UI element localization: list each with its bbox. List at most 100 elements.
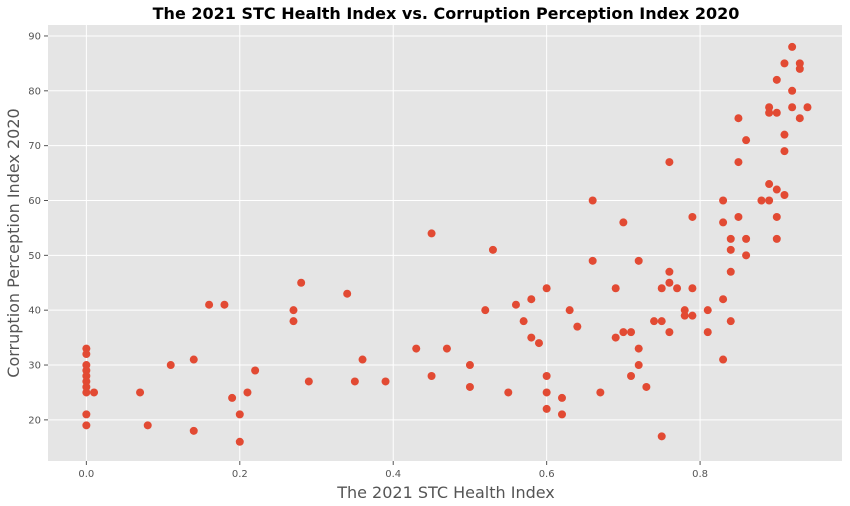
scatter-point [642,382,651,391]
scatter-point [765,180,774,189]
scatter-point [82,382,91,391]
scatter-point [82,388,91,397]
scatter-point [442,344,451,353]
scatter-point [511,300,520,309]
scatter-point [795,59,804,68]
scatter-point [734,158,743,167]
y-tick-label: 50 [28,251,41,262]
scatter-point [772,185,781,194]
scatter-point [795,114,804,123]
scatter-point [665,267,674,276]
scatter-point [719,295,728,304]
scatter-point [726,234,735,243]
scatter-point [557,393,566,402]
scatter-point [412,344,421,353]
scatter-point [304,377,313,386]
scatter-point [795,64,804,73]
scatter-point [557,410,566,419]
scatter-point [542,388,551,397]
scatter-point [166,361,175,370]
y-tick-label: 30 [28,361,41,372]
scatter-point [82,410,91,419]
tick-labels: 0.0 0.2 0.4 0.6 0.8 20 30 40 50 60 70 80 90 [28,31,708,480]
scatter-point [673,284,682,293]
scatter-point [289,317,298,326]
scatter-point [627,328,636,337]
scatter-point [627,371,636,380]
scatter-point [542,404,551,413]
scatter-point [82,421,91,430]
scatter-point [504,388,513,397]
y-tick-label: 70 [28,141,41,152]
scatter-point [82,366,91,375]
scatter-point [427,371,436,380]
x-axis-label: The 2021 STC Health Index [336,483,555,502]
scatter-point [619,328,628,337]
scatter-point [611,333,620,342]
scatter-point [527,333,536,342]
scatter-point [788,42,797,51]
x-tick-label: 0.4 [385,469,401,480]
scatter-point [588,196,597,205]
scatter-point [82,377,91,386]
scatter-point [235,410,244,419]
scatter-point [220,300,229,309]
scatter-point [588,256,597,265]
scatter-point [534,339,543,348]
scatter-point [765,196,774,205]
scatter-point [343,289,352,298]
scatter-point [688,311,697,320]
scatter-point [726,317,735,326]
scatter-point [780,147,789,156]
scatter-point [719,218,728,227]
scatter-point [742,136,751,145]
plot-area [48,25,842,461]
scatter-point [542,371,551,380]
scatter-point [82,361,91,370]
y-axis-label: Corruption Perception Index 2020 [4,108,23,377]
y-tick-label: 40 [28,306,41,317]
scatter-point [657,284,666,293]
scatter-point [665,328,674,337]
scatter-point [542,284,551,293]
scatter-point [82,344,91,353]
scatter-point [519,317,528,326]
scatter-point [719,196,728,205]
scatter-point [189,426,198,435]
scatter-point [726,245,735,254]
scatter-point [381,377,390,386]
scatter-point [719,355,728,364]
x-tick-label: 0.0 [78,469,94,480]
scatter-point [465,382,474,391]
scatter-point [527,295,536,304]
scatter-point [703,328,712,337]
scatter-point [634,361,643,370]
scatter-point [665,158,674,167]
scatter-point [688,284,697,293]
scatter-point [657,432,666,441]
y-tick-label: 80 [28,86,41,97]
x-tick-label: 0.6 [539,469,555,480]
scatter-point [703,306,712,315]
scatter-point [788,86,797,95]
chart-title: The 2021 STC Health Index vs. Corruption… [153,4,740,23]
scatter-point [757,196,766,205]
scatter-point [772,75,781,84]
scatter-point [82,371,91,380]
scatter-point [136,388,145,397]
scatter-point [82,350,91,359]
scatter-point [772,108,781,117]
scatter-point [427,229,436,238]
data-points [82,42,812,446]
scatter-point [726,267,735,276]
scatter-point [780,130,789,139]
scatter-point [251,366,260,375]
scatter-point [788,103,797,112]
scatter-point [289,306,298,315]
scatter-point [665,278,674,287]
scatter-point [765,103,774,112]
scatter-point [481,306,490,315]
y-tick-label: 90 [28,31,41,42]
scatter-point [565,306,574,315]
